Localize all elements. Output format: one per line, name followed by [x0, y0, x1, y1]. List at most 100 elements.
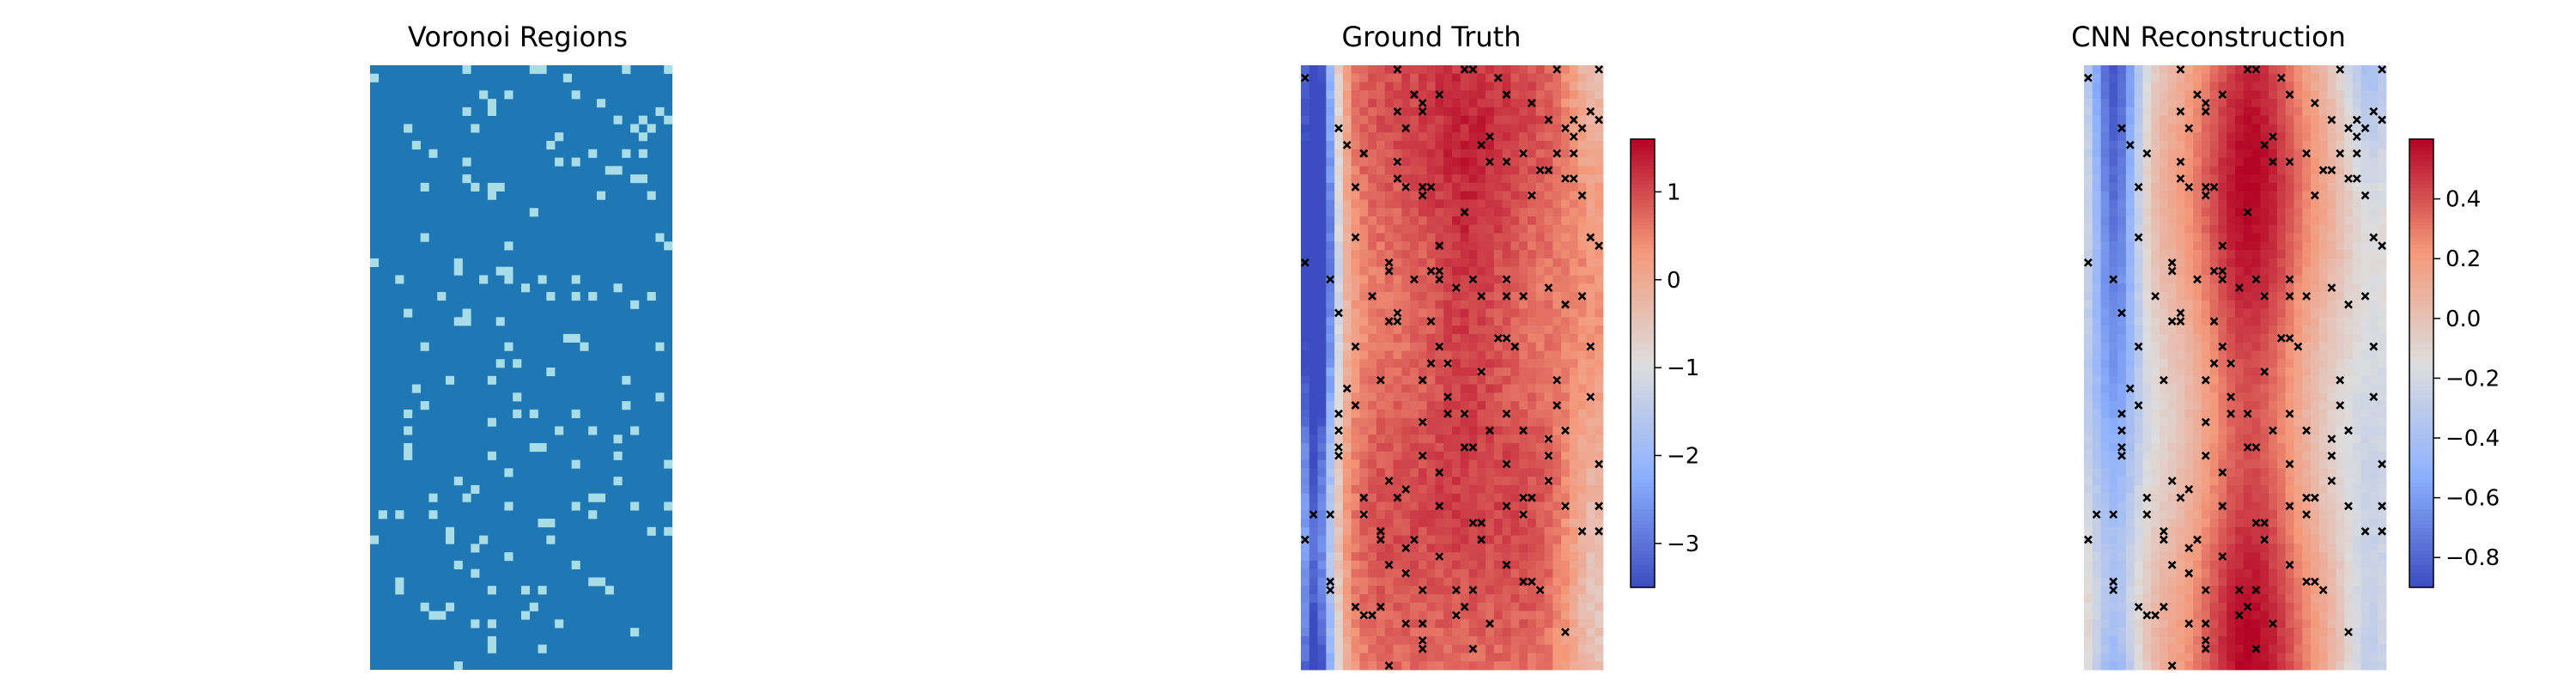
heatmap-cell [1334, 401, 1344, 410]
heatmap-cell [1468, 417, 1478, 427]
heatmap-cell [2193, 401, 2202, 410]
heatmap-cell [1595, 493, 1604, 502]
heatmap-cell [1561, 484, 1571, 495]
heatmap-cell [1577, 132, 1587, 142]
heatmap-cell [2285, 451, 2294, 460]
heatmap-cell [2318, 258, 2328, 268]
heatmap-cell [1577, 157, 1587, 167]
heatmap-cell [2084, 468, 2093, 477]
heatmap-cell [1368, 526, 1377, 536]
heatmap-cell [1519, 258, 1528, 268]
heatmap-cell [2327, 484, 2336, 495]
heatmap-cell [1528, 628, 1537, 637]
heatmap-cell [2218, 325, 2227, 335]
heatmap-cell [1552, 233, 1562, 242]
heatmap-cell [1443, 628, 1453, 637]
heatmap-cell [1569, 65, 1579, 75]
heatmap-cell [1468, 191, 1478, 200]
heatmap-cell [1426, 635, 1436, 646]
heatmap-cell [2201, 544, 2211, 553]
heatmap-cell [2176, 233, 2185, 242]
heatmap-cell [2360, 443, 2370, 453]
heatmap-cell [1301, 644, 1310, 654]
heatmap-cell [2142, 459, 2152, 469]
heatmap-cell [2117, 174, 2127, 184]
heatmap-cell [2142, 106, 2152, 117]
heatmap-cell [2176, 409, 2185, 419]
heatmap-cell [2336, 468, 2345, 477]
heatmap-cell [1577, 644, 1587, 654]
heatmap-cell [1519, 435, 1528, 444]
heatmap-cell [2218, 484, 2227, 495]
heatmap-cell [1493, 611, 1504, 620]
heatmap-cell [2227, 493, 2236, 502]
heatmap-cell [1401, 157, 1411, 167]
voronoi-sensor-cell [395, 586, 404, 595]
heatmap-cell [1493, 174, 1504, 184]
heatmap-cell [1519, 451, 1528, 460]
heatmap-cell [1426, 350, 1436, 360]
heatmap-cell [1528, 308, 1537, 318]
heatmap-cell [1493, 586, 1504, 595]
heatmap-cell [2260, 359, 2269, 368]
heatmap-cell [2084, 526, 2093, 536]
heatmap-cell [2092, 224, 2101, 234]
heatmap-cell [2260, 224, 2269, 234]
heatmap-cell [1401, 166, 1411, 175]
heatmap-cell [1418, 368, 1428, 377]
heatmap-cell [2260, 283, 2269, 293]
heatmap-cell [2251, 182, 2261, 192]
heatmap-cell [1384, 275, 1394, 284]
heatmap-cell [2344, 115, 2354, 125]
heatmap-cell [1569, 359, 1579, 368]
heatmap-cell [1552, 199, 1562, 209]
heatmap-cell [2276, 443, 2287, 453]
heatmap-cell [1595, 132, 1604, 142]
heatmap-cell [1309, 493, 1318, 502]
heatmap-cell [1342, 510, 1352, 520]
voronoi-sensor-cell [638, 149, 647, 158]
sensor-marker [1359, 510, 1369, 520]
heatmap-cell [2117, 333, 2127, 344]
heatmap-cell [1301, 308, 1310, 318]
heatmap-cell [2293, 283, 2303, 293]
heatmap-cell [2176, 502, 2185, 511]
heatmap-cell [1528, 519, 1537, 528]
heatmap-cell [2336, 300, 2345, 309]
heatmap-cell [1528, 401, 1537, 410]
heatmap-cell [1384, 602, 1394, 611]
heatmap-cell [1510, 182, 1520, 192]
heatmap-cell [1401, 628, 1411, 637]
heatmap-cell [1485, 241, 1495, 251]
sensor-marker [1401, 124, 1411, 133]
heatmap-cell [2344, 519, 2354, 528]
heatmap-cell [2084, 283, 2093, 293]
heatmap-cell [1535, 502, 1545, 511]
heatmap-cell [1443, 661, 1453, 671]
heatmap-cell [1552, 124, 1562, 133]
heatmap-cell [1477, 250, 1486, 259]
heatmap-cell [1368, 82, 1377, 91]
heatmap-cell [1519, 644, 1528, 654]
heatmap-cell [1528, 477, 1537, 486]
heatmap-cell [1359, 141, 1369, 150]
heatmap-cell [2369, 443, 2379, 453]
voronoi-sensor-cell [437, 292, 447, 301]
heatmap-cell [1418, 233, 1428, 242]
heatmap-cell [1485, 65, 1495, 75]
heatmap-cell [1301, 208, 1310, 217]
heatmap-cell [1535, 292, 1545, 301]
heatmap-cell [1552, 594, 1562, 604]
heatmap-cell [1334, 224, 1344, 234]
heatmap-cell [2209, 401, 2219, 410]
heatmap-cell [1342, 484, 1352, 495]
heatmap-cell [1477, 106, 1486, 117]
heatmap-cell [1485, 526, 1495, 536]
heatmap-cell [1468, 468, 1478, 477]
heatmap-cell [2327, 468, 2336, 477]
heatmap-cell [2378, 435, 2387, 444]
heatmap-cell [1502, 510, 1511, 520]
heatmap-cell [1384, 359, 1394, 368]
heatmap-cell [1376, 333, 1386, 344]
heatmap-cell [1418, 661, 1428, 671]
